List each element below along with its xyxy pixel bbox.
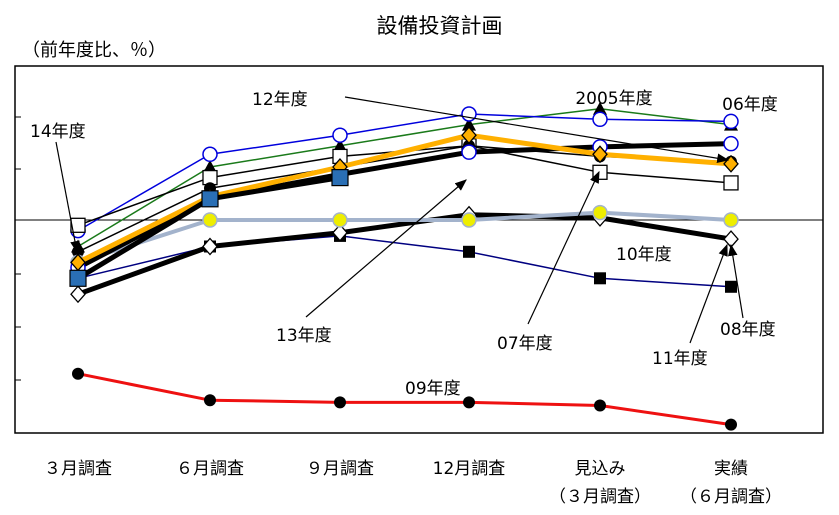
series-6-point <box>461 212 477 228</box>
series-7-point <box>592 164 608 180</box>
series-1-point <box>723 113 739 130</box>
chart-title: 設備投資計画 <box>376 14 503 38</box>
series-5-point <box>332 223 348 242</box>
annotation-label: 10年度 <box>616 245 672 265</box>
series-8-point <box>723 135 739 152</box>
series-5-point <box>202 237 218 256</box>
series-5-line <box>77 212 732 297</box>
annotation-label: 2005年度 <box>575 89 652 109</box>
annotation-label: 06年度 <box>722 95 778 115</box>
x-tick-label: ３月調査 <box>44 459 112 479</box>
series-9-line <box>76 132 732 265</box>
series-4-point <box>72 367 84 380</box>
series-6-point <box>202 212 218 228</box>
blue-square-series-point <box>69 269 87 287</box>
series-9-point <box>592 145 608 164</box>
series-4-point <box>334 396 346 409</box>
series-0-line <box>77 107 732 248</box>
series-3-point <box>594 272 606 285</box>
annotation-arrow <box>305 179 467 318</box>
series-9-point <box>461 126 477 145</box>
series-6-point <box>723 212 739 228</box>
annotation-label: 14年度 <box>30 122 86 142</box>
series-1-point <box>461 106 477 122</box>
series-6-point <box>592 204 608 221</box>
blue-square-series-point <box>201 190 219 208</box>
series-0-point <box>333 138 347 152</box>
annotation-arrow <box>728 243 744 319</box>
series-7-point <box>723 175 739 191</box>
series-0-point <box>462 117 476 131</box>
plot-area <box>14 65 824 434</box>
blue-square-series-point <box>331 169 349 187</box>
series-0-point <box>203 160 217 173</box>
series-7-point <box>70 217 86 233</box>
series-3-point <box>463 245 475 258</box>
series-4-line <box>77 372 732 427</box>
series-3-point <box>725 280 737 293</box>
x-tick-label: 見込み <box>575 459 626 479</box>
annotation-label: 12年度 <box>252 90 308 110</box>
series-1-point <box>592 111 608 128</box>
x-tick-label: ９月調査 <box>306 459 374 479</box>
series-4-point <box>594 399 606 412</box>
x-tick-label: ６月調査 <box>176 459 244 479</box>
series-5-point <box>70 285 86 304</box>
series-1-point <box>202 146 218 163</box>
series-1-line <box>77 113 732 232</box>
x-tick-sublabel: （３月調査） <box>549 487 651 507</box>
annotation-label: 13年度 <box>276 326 332 346</box>
series-4-point <box>204 394 216 407</box>
x-tick-label: 実績 <box>714 459 748 479</box>
x-tick-label: 12月調査 <box>433 459 506 479</box>
series-6-line <box>77 210 732 265</box>
series-4-point <box>725 418 737 431</box>
series-4-point <box>463 396 475 409</box>
x-tick-sublabel: （６月調査） <box>680 487 782 507</box>
series-1-point <box>332 127 348 143</box>
series-6-point <box>332 212 348 228</box>
y-axis-label: （前年度比、％） <box>22 40 166 61</box>
series-0-point <box>593 101 607 115</box>
annotation-arrow <box>55 141 80 254</box>
annotation-arrow <box>689 243 728 344</box>
annotation-arrow <box>344 96 730 163</box>
annotation-label: 11年度 <box>652 349 708 369</box>
series-8-point <box>461 144 477 160</box>
annotation-arrow <box>527 170 600 325</box>
annotation-label: 07年度 <box>497 334 553 354</box>
annotation-label: 08年度 <box>720 320 776 340</box>
annotation-label: 09年度 <box>405 379 461 399</box>
